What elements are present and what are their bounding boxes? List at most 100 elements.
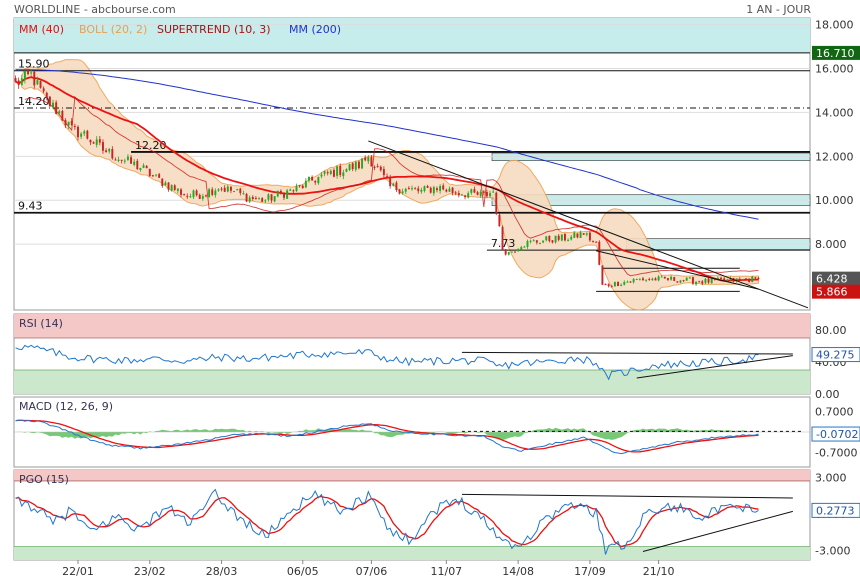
candle-body-19	[73, 126, 76, 128]
candle-body-11	[48, 96, 51, 107]
candle-body-113	[367, 157, 370, 162]
x-tick-5: 11/07	[430, 565, 462, 578]
candle-body-88	[289, 189, 292, 191]
x-tick-2: 28/03	[206, 565, 238, 578]
candle-body-95	[311, 176, 314, 181]
candlesticks	[14, 68, 760, 288]
candle-body-48	[164, 182, 167, 186]
candle-body-107	[348, 164, 351, 171]
candle-body-100	[326, 172, 329, 174]
candle-body-145	[467, 193, 470, 198]
candle-body-65	[217, 189, 220, 191]
candle-body-120	[389, 176, 392, 187]
candle-body-202	[645, 279, 648, 281]
candle-body-57	[192, 190, 195, 198]
candle-body-171	[548, 235, 551, 241]
candle-body-195	[623, 282, 626, 285]
candle-body-66	[220, 188, 223, 190]
macd-last-value: -0.0702	[816, 428, 858, 441]
candle-body-74	[245, 193, 248, 202]
rsi-last-value: 49.275	[816, 349, 855, 362]
hline-label-2: 14.20	[18, 95, 50, 108]
candle-body-198	[632, 279, 635, 283]
candle-body-148	[476, 192, 479, 195]
candle-body-146	[470, 189, 473, 193]
candle-body-188	[601, 265, 604, 285]
candle-body-176	[563, 233, 566, 241]
candle-body-7	[36, 79, 39, 85]
candle-body-110	[357, 161, 360, 169]
rsi-badge-bg	[811, 347, 860, 363]
candle-body-222	[707, 278, 710, 283]
candle-body-122	[395, 182, 398, 190]
candle-body-175	[560, 234, 563, 241]
candle-body-212	[676, 281, 679, 283]
candle-body-172	[551, 240, 554, 243]
candle-body-118	[382, 169, 385, 176]
candle-body-138	[445, 189, 448, 192]
candle-body-75	[248, 197, 251, 202]
rsi-overbought-zone	[14, 314, 810, 338]
candle-body-206	[657, 276, 660, 281]
candle-body-121	[392, 183, 395, 186]
candle-body-192	[613, 282, 616, 287]
candle-body-43	[148, 168, 151, 177]
candle-body-98	[320, 174, 323, 177]
candle-body-154	[495, 192, 498, 214]
candle-body-200	[638, 278, 641, 280]
candle-body-191	[610, 286, 613, 288]
candle-body-234	[745, 278, 747, 280]
candle-body-119	[386, 176, 388, 178]
candle-body-101	[329, 170, 332, 174]
candle-body-40	[139, 168, 142, 170]
candle-body-90	[295, 186, 298, 191]
candle-body-28	[101, 142, 104, 151]
candle-body-160	[514, 251, 516, 253]
candle-body-116	[376, 166, 379, 168]
candle-body-199	[635, 279, 638, 281]
candle-body-96	[314, 180, 317, 183]
candle-body-133	[429, 187, 432, 193]
macd-histogram	[15, 427, 759, 441]
candle-body-22	[83, 131, 86, 134]
macd-tick-0: 0.7000	[815, 406, 854, 419]
candle-body-106	[345, 169, 348, 172]
candle-body-82	[270, 194, 273, 201]
pgo-title: PGO (15)	[19, 473, 69, 486]
candle-body-193	[617, 282, 619, 286]
candle-body-115	[373, 166, 376, 168]
candle-body-169	[542, 240, 545, 243]
candle-body-58	[195, 190, 198, 196]
candle-body-173	[554, 235, 557, 243]
candle-body-21	[80, 133, 83, 137]
candle-body-63	[211, 189, 214, 195]
candle-body-215	[685, 277, 688, 281]
candle-body-237	[754, 277, 757, 279]
x-tick-7: 17/09	[574, 565, 606, 578]
candle-body-183	[585, 233, 588, 235]
candle-body-196	[626, 281, 629, 283]
candle-body-135	[436, 188, 438, 191]
candle-body-204	[651, 278, 654, 281]
candle-body-30	[108, 149, 111, 152]
candle-body-6	[33, 71, 36, 86]
price-badge-bg-2	[812, 284, 860, 299]
candle-body-55	[186, 195, 189, 197]
candle-body-225	[716, 277, 719, 280]
candle-body-161	[517, 249, 520, 252]
candle-body-97	[317, 177, 320, 184]
candle-body-91	[298, 185, 301, 187]
candle-body-41	[142, 165, 145, 168]
candle-body-182	[582, 233, 585, 235]
price-badge-0: 16.710	[816, 47, 855, 60]
right-axis: 18.000 16.000 14.000 12.000 10.000 8.000 16.71…	[812, 19, 860, 299]
candle-body-31	[111, 149, 114, 159]
candle-body-227	[723, 278, 726, 281]
candle-body-167	[535, 240, 538, 243]
candle-body-23	[86, 130, 89, 139]
candle-body-12	[52, 102, 54, 108]
candle-body-159	[510, 251, 513, 253]
candle-body-32	[114, 159, 117, 161]
